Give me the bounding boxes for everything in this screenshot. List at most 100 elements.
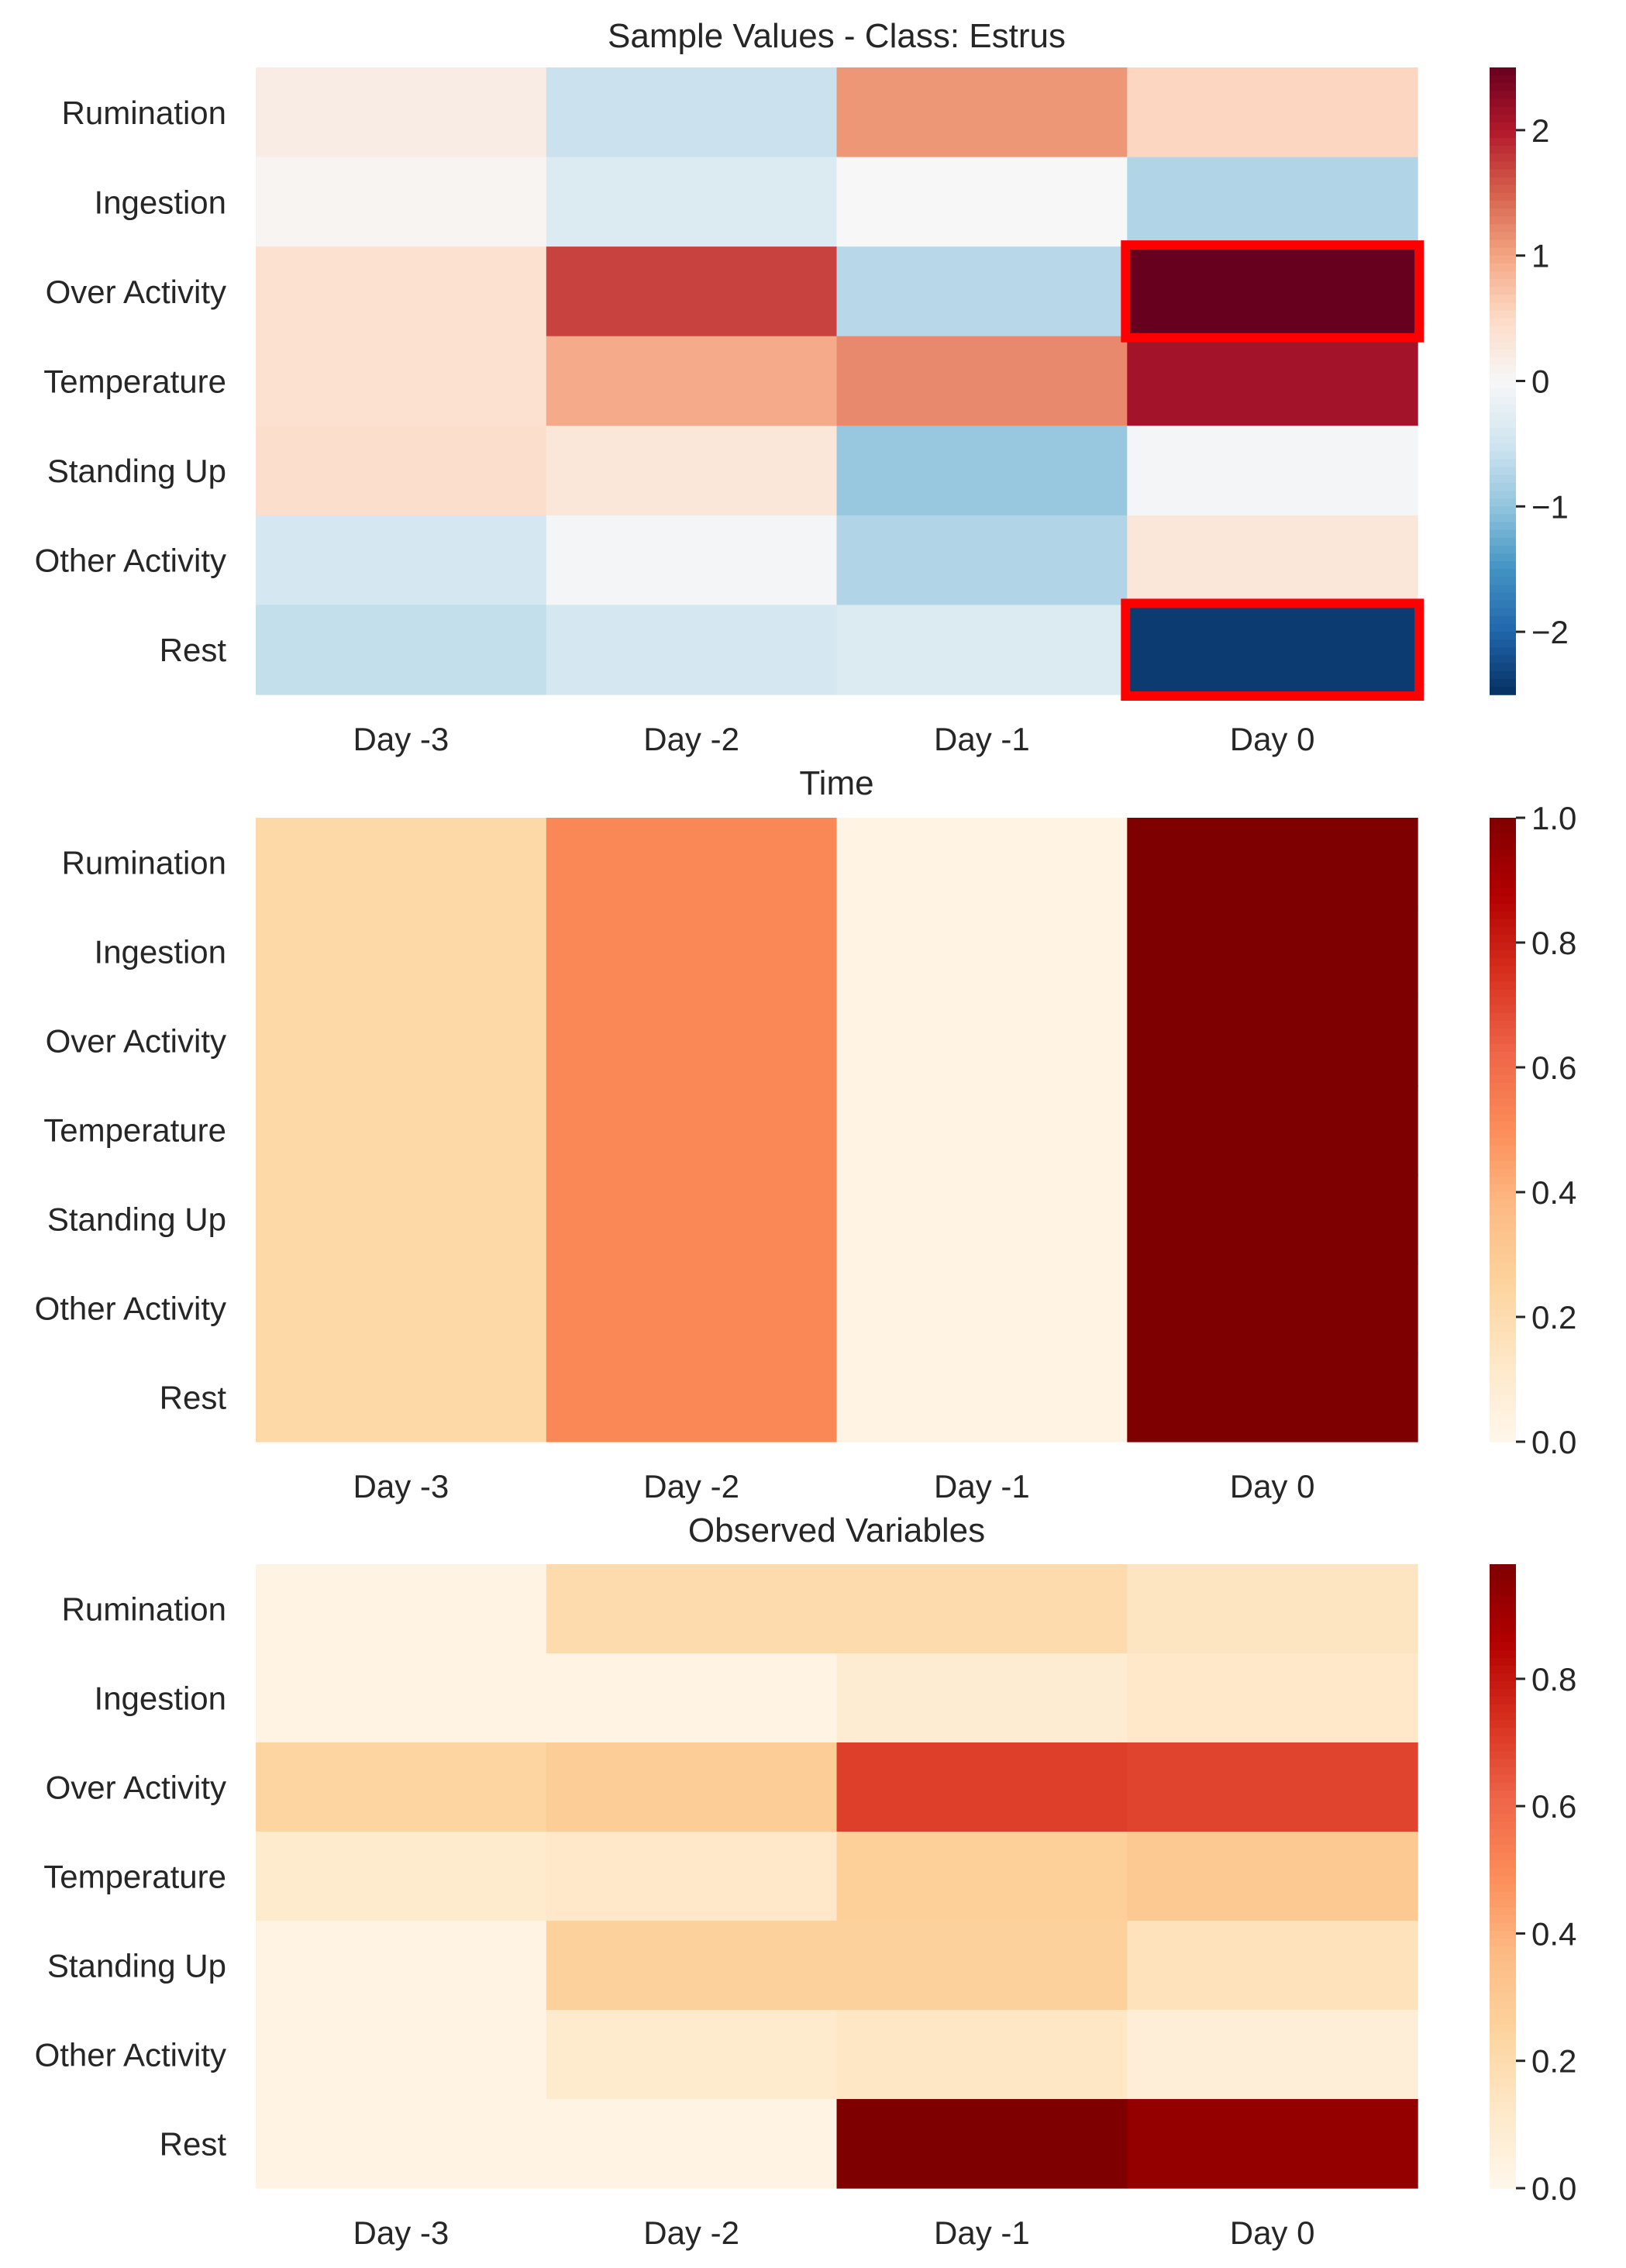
panel3-colorbar-segment — [1490, 2102, 1516, 2111]
panel3-colorbar-segment — [1490, 1946, 1516, 1955]
panel1-colorbar-segment — [1490, 663, 1516, 672]
panel3-colorbar-segment — [1490, 1977, 1516, 1987]
panel1-colorbar-segment — [1490, 404, 1516, 413]
panel1-colorbar-segment — [1490, 451, 1516, 460]
panel3-colorbar-segment — [1490, 2149, 1516, 2158]
panel3-colorbar-segment — [1490, 1985, 1516, 1994]
panel2-cell-over-activity-day-1 — [836, 996, 1128, 1086]
panel3-colorbar-segment — [1490, 1712, 1516, 1722]
panel2-cell-temperature-day-0 — [1127, 1085, 1418, 1175]
panel1-column-label-day-2: Day -2 — [643, 721, 739, 757]
panel2-colorbar-segment — [1490, 1285, 1516, 1294]
panel3-colorbar-segment — [1490, 1611, 1516, 1620]
panel1-colorbar-segment — [1490, 388, 1516, 398]
panel1-colorbar-segment — [1490, 459, 1516, 468]
panel2-colorbar-segment — [1490, 1223, 1516, 1232]
panel1-colorbar-segment — [1490, 655, 1516, 664]
panel1-colorbar-segment — [1490, 192, 1516, 202]
panel2-colorbar-segment — [1490, 1091, 1516, 1100]
panel1-column-label-day-1: Day -1 — [934, 721, 1030, 757]
panel1-row-label-standing-up: Standing Up — [47, 453, 226, 489]
panel1-colorbar-tick-label: −2 — [1531, 614, 1569, 650]
panel1-column-label-day-0: Day 0 — [1230, 721, 1315, 757]
panel1-colorbar-segment — [1490, 98, 1516, 108]
panel2-row-label-standing-up: Standing Up — [47, 1201, 226, 1238]
panel1-colorbar-segment — [1490, 467, 1516, 476]
panel2-colorbar-segment — [1490, 919, 1516, 928]
panel3-cell-other-activity-day-0 — [1127, 2010, 1418, 2100]
panel1-colorbar-segment — [1490, 310, 1516, 319]
panel2-colorbar-segment — [1490, 958, 1516, 967]
panel2-colorbar-segment — [1490, 1020, 1516, 1029]
panel3-cell-rest-day-0 — [1127, 2099, 1418, 2189]
panel1-cell-rest-day-1 — [836, 605, 1128, 695]
panel1-colorbar-segment — [1490, 333, 1516, 343]
panel3-colorbar-segment — [1490, 1822, 1516, 1830]
panel2-colorbar-segment — [1490, 1262, 1516, 1271]
panel2-colorbar-segment — [1490, 1137, 1516, 1146]
panel1-highlight-rest-day-0 — [1121, 598, 1424, 701]
panel1-row-label-rumination: Rumination — [62, 95, 226, 131]
panel3-colorbar-segment — [1490, 1720, 1516, 1729]
panel2-cell-over-activity-day-2 — [546, 996, 838, 1086]
panel3-colorbar-segment — [1490, 2141, 1516, 2150]
panel1-colorbar-segment — [1490, 67, 1516, 76]
panel3-colorbar-segment — [1490, 1572, 1516, 1580]
panel3-row-label-rumination: Rumination — [62, 1591, 226, 1628]
panel3-colorbar-segment — [1490, 1603, 1516, 1612]
panel3-colorbar-segment — [1490, 2071, 1516, 2080]
panel1-cell-temperature-day-3 — [256, 336, 547, 426]
panel2-cell-standing-up-day-0 — [1127, 1174, 1418, 1264]
panel3-colorbar-tick-label: 0.8 — [1531, 1661, 1576, 1698]
panel3-cell-ingestion-day-3 — [256, 1653, 547, 1743]
panel2-colorbar-segment — [1490, 1332, 1516, 1341]
panel1-colorbar-segment — [1490, 624, 1516, 632]
panel3-cell-temperature-day-2 — [546, 1832, 838, 1922]
panel2-column-label-day-1: Day -1 — [934, 1468, 1030, 1505]
panel3-colorbar-segment — [1490, 1751, 1516, 1760]
panel2-cell-rumination-day-2 — [546, 818, 838, 908]
panel3-colorbar-segment — [1490, 1915, 1516, 1924]
panel3-colorbar-segment — [1490, 1766, 1516, 1776]
panel2-cell-ingestion-day-0 — [1127, 907, 1418, 997]
panel2-colorbar-segment — [1490, 934, 1516, 943]
panel1-colorbar-segment — [1490, 600, 1516, 609]
panel3-column-label-day-0: Day 0 — [1230, 2215, 1315, 2251]
panel2-colorbar-segment — [1490, 1153, 1516, 1162]
panel2-colorbar-segment — [1490, 1394, 1516, 1404]
panel1-colorbar-segment — [1490, 216, 1516, 225]
panel1-cell-other-activity-day-3 — [256, 515, 547, 606]
panel1-cell-ingestion-day-2 — [546, 157, 838, 247]
panel2-cell-other-activity-day-2 — [546, 1263, 838, 1353]
panel2-colorbar-segment — [1490, 981, 1516, 991]
panel2-cell-standing-up-day-3 — [256, 1174, 547, 1264]
panel2-colorbar-segment — [1490, 1340, 1516, 1349]
panel1-colorbar-segment — [1490, 114, 1516, 123]
panel2-cell-ingestion-day-1 — [836, 907, 1128, 997]
panel1-cell-ingestion-day-0 — [1127, 157, 1418, 247]
panel2-colorbar-tick-label: 0.4 — [1531, 1174, 1576, 1211]
panel2-row-label-other-activity: Other Activity — [35, 1291, 226, 1327]
panel1-colorbar-segment — [1490, 318, 1516, 327]
panel2-colorbar-segment — [1490, 1043, 1516, 1053]
panel2-cell-temperature-day-3 — [256, 1085, 547, 1175]
panel3-colorbar-segment — [1490, 1665, 1516, 1674]
panel1-colorbar-segment — [1490, 483, 1516, 491]
panel2-colorbar-tick-label: 1.0 — [1531, 800, 1576, 836]
panel3-colorbar-segment — [1490, 2016, 1516, 2025]
panel3-column-label-day-3: Day -3 — [353, 2215, 450, 2251]
panel1-colorbar-segment — [1490, 357, 1516, 367]
panel1-colorbar-segment — [1490, 232, 1516, 241]
panel3-colorbar-segment — [1490, 2172, 1516, 2181]
panel3-colorbar-segment — [1490, 1642, 1516, 1651]
panel1-colorbar-segment — [1490, 279, 1516, 288]
panel1-highlight-over-activity-day-0 — [1121, 240, 1424, 343]
panel1-row-label-other-activity: Other Activity — [35, 543, 226, 579]
panel3-cell-ingestion-day-1 — [836, 1653, 1128, 1743]
panel3-colorbar-segment — [1490, 2125, 1516, 2135]
panel1-colorbar-segment — [1490, 295, 1516, 304]
panel1-colorbar-segment — [1490, 577, 1516, 586]
panel3-cell-temperature-day-0 — [1127, 1832, 1418, 1922]
panel2-colorbar-segment — [1490, 1239, 1516, 1248]
panel1-cell-standing-up-day-2 — [546, 426, 838, 516]
